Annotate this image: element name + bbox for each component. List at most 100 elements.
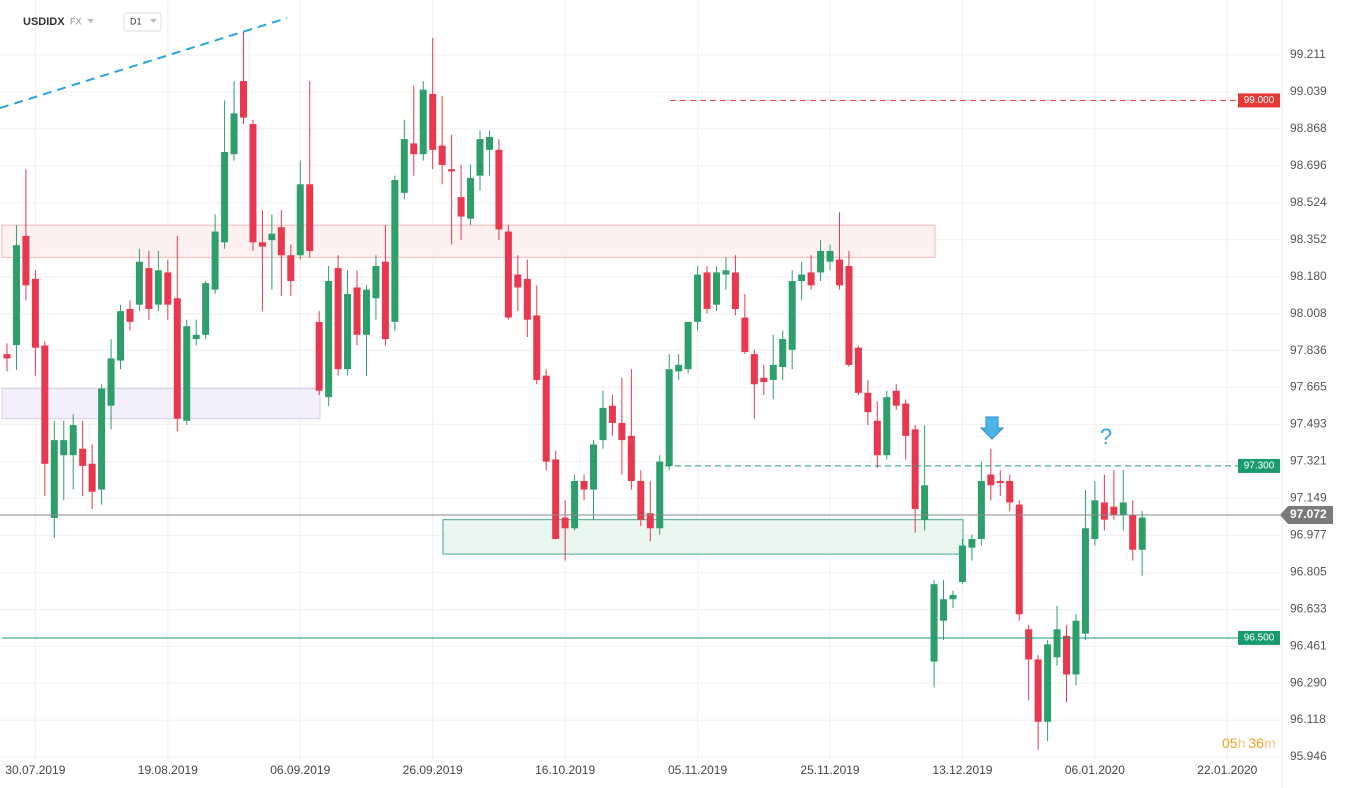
candle-body bbox=[277, 227, 285, 256]
candle-body bbox=[665, 369, 673, 466]
y-tick-label: 97.493 bbox=[1290, 417, 1327, 431]
annotation: ? bbox=[1100, 424, 1112, 449]
candle-body bbox=[788, 281, 796, 350]
candle-body bbox=[79, 448, 87, 466]
last-price-tag bbox=[1280, 505, 1333, 524]
candle-body bbox=[977, 480, 985, 540]
y-tick-label: 96.290 bbox=[1290, 675, 1327, 689]
candle-body bbox=[949, 594, 957, 600]
candle-body bbox=[817, 250, 825, 273]
candle-body bbox=[1034, 659, 1042, 722]
y-tick-label: 96.805 bbox=[1290, 565, 1327, 579]
y-tick-label: 98.696 bbox=[1290, 158, 1327, 172]
candle-body bbox=[192, 334, 200, 340]
candle-body bbox=[930, 584, 938, 662]
candle-body bbox=[1129, 515, 1137, 550]
candle-body bbox=[438, 145, 446, 165]
candle-body bbox=[22, 235, 30, 286]
candle-body bbox=[60, 440, 68, 456]
candle-body bbox=[240, 81, 247, 118]
interval-dropdown bbox=[150, 19, 157, 23]
countdown-h: h bbox=[1238, 735, 1246, 751]
candle-body bbox=[429, 93, 437, 150]
candle-body bbox=[599, 407, 607, 441]
candle-body bbox=[202, 283, 210, 335]
x-tick-label: 13.12.2019 bbox=[932, 763, 992, 777]
y-tick-label: 98.524 bbox=[1290, 195, 1327, 209]
candle-body bbox=[50, 440, 58, 518]
candle-body bbox=[608, 405, 616, 423]
y-tick-label: 97.836 bbox=[1290, 343, 1327, 357]
interval-box[interactable] bbox=[123, 12, 162, 32]
candle-body bbox=[372, 265, 380, 299]
x-tick-label: 06.09.2019 bbox=[270, 763, 330, 777]
candle-body bbox=[1119, 502, 1127, 516]
candle-body bbox=[835, 259, 843, 286]
candle-body bbox=[306, 184, 314, 251]
candle-body bbox=[1110, 506, 1118, 516]
market-dropdown[interactable] bbox=[87, 19, 94, 23]
candle-body bbox=[618, 422, 626, 441]
candle-body bbox=[173, 298, 181, 419]
candle-body bbox=[769, 364, 777, 380]
x-tick-label: 30.07.2019 bbox=[5, 763, 65, 777]
y-tick-label: 97.321 bbox=[1290, 454, 1327, 468]
candle-body bbox=[646, 513, 654, 529]
candle-body bbox=[325, 281, 333, 398]
candle-body bbox=[675, 364, 683, 372]
candle-body bbox=[400, 139, 408, 193]
candle-body bbox=[968, 539, 976, 548]
x-tick-label: 25.11.2019 bbox=[800, 763, 859, 777]
zone bbox=[442, 519, 964, 555]
candle-body bbox=[117, 311, 125, 361]
candle-body bbox=[590, 444, 598, 490]
candle-body bbox=[902, 403, 910, 436]
level-tag bbox=[1238, 93, 1280, 108]
candle-body bbox=[419, 89, 427, 155]
level-tag bbox=[1238, 630, 1280, 645]
countdown-m: m bbox=[1264, 735, 1276, 751]
candle-body bbox=[1091, 500, 1099, 540]
candle-body bbox=[533, 315, 541, 380]
candle-body bbox=[580, 480, 588, 490]
candle-body bbox=[145, 268, 153, 309]
candle-body bbox=[457, 197, 465, 217]
y-tick-label: 98.180 bbox=[1290, 269, 1327, 283]
candle-body bbox=[41, 345, 49, 464]
candle-body bbox=[684, 321, 692, 370]
candle-body bbox=[344, 293, 352, 370]
candle-body bbox=[921, 485, 929, 520]
candle-body bbox=[268, 233, 276, 241]
candle-body bbox=[656, 461, 664, 529]
candle-body bbox=[826, 250, 834, 262]
y-tick-label: 96.118 bbox=[1290, 712, 1326, 726]
candle-body bbox=[1006, 480, 1014, 503]
candle-body bbox=[353, 287, 361, 335]
candle-body bbox=[495, 149, 503, 230]
x-tick-label: 22.01.2020 bbox=[1197, 763, 1257, 777]
candle-body bbox=[287, 255, 295, 282]
candle-body bbox=[760, 377, 768, 383]
candle-body bbox=[514, 274, 522, 288]
candle-body bbox=[1063, 635, 1071, 675]
zone bbox=[1, 388, 321, 420]
candle-body bbox=[249, 124, 257, 243]
level-label: 97.300 bbox=[1244, 461, 1275, 472]
candle-body bbox=[571, 480, 579, 529]
interval: D1 bbox=[130, 16, 142, 26]
candle-body bbox=[381, 261, 389, 340]
market: FX bbox=[70, 16, 82, 26]
candle-body bbox=[183, 326, 191, 421]
candle-body bbox=[1138, 517, 1146, 550]
candle-body bbox=[88, 463, 96, 492]
candle-body bbox=[467, 177, 475, 219]
candle-body bbox=[135, 261, 143, 305]
candle-body bbox=[211, 231, 219, 290]
x-tick-label: 19.08.2019 bbox=[138, 763, 198, 777]
y-tick-label: 97.149 bbox=[1290, 491, 1327, 505]
candle-body bbox=[476, 139, 484, 176]
y-tick-label: 98.352 bbox=[1290, 232, 1327, 246]
candle-body bbox=[1081, 528, 1089, 634]
candle-body bbox=[996, 480, 1004, 484]
